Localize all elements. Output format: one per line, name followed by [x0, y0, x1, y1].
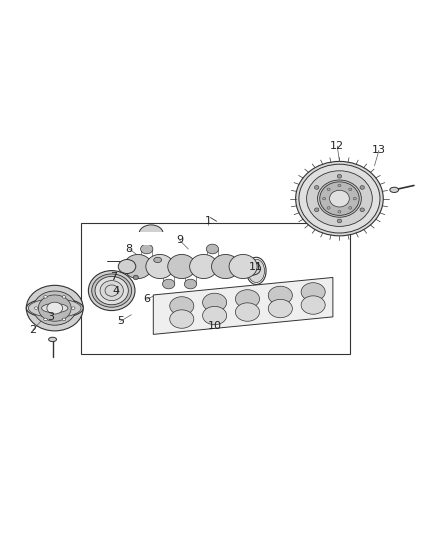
Ellipse shape	[337, 174, 342, 178]
Ellipse shape	[248, 259, 265, 282]
Ellipse shape	[42, 303, 68, 313]
Ellipse shape	[49, 337, 57, 342]
Bar	[138, 232, 164, 245]
Text: 8: 8	[126, 244, 133, 254]
Ellipse shape	[35, 307, 38, 309]
Ellipse shape	[118, 260, 136, 273]
Ellipse shape	[162, 279, 175, 289]
Ellipse shape	[338, 184, 341, 187]
Ellipse shape	[44, 318, 47, 320]
Text: 12: 12	[330, 141, 344, 151]
Ellipse shape	[47, 302, 63, 314]
Ellipse shape	[353, 197, 357, 200]
Ellipse shape	[26, 285, 83, 331]
Ellipse shape	[95, 277, 128, 305]
Ellipse shape	[139, 225, 163, 243]
Text: 3: 3	[47, 312, 54, 322]
Ellipse shape	[170, 297, 194, 315]
Text: 1: 1	[205, 215, 212, 225]
Ellipse shape	[202, 293, 227, 312]
Ellipse shape	[168, 254, 196, 279]
Ellipse shape	[235, 290, 259, 308]
Ellipse shape	[154, 257, 162, 263]
Ellipse shape	[268, 286, 292, 304]
Ellipse shape	[322, 197, 326, 200]
Ellipse shape	[100, 280, 124, 301]
Ellipse shape	[235, 303, 259, 321]
Ellipse shape	[349, 188, 352, 191]
Text: 13: 13	[372, 146, 386, 156]
Ellipse shape	[320, 182, 359, 215]
Ellipse shape	[268, 300, 292, 318]
Text: 11: 11	[249, 262, 263, 271]
Ellipse shape	[314, 208, 319, 212]
Ellipse shape	[360, 185, 364, 189]
Ellipse shape	[44, 296, 47, 298]
Ellipse shape	[184, 279, 197, 289]
Ellipse shape	[390, 187, 399, 192]
Text: 9: 9	[176, 235, 183, 245]
Text: 7: 7	[110, 272, 117, 282]
Ellipse shape	[301, 282, 325, 301]
Ellipse shape	[212, 254, 240, 279]
Ellipse shape	[360, 208, 364, 212]
Ellipse shape	[170, 310, 194, 328]
Ellipse shape	[337, 219, 342, 223]
Ellipse shape	[33, 291, 76, 325]
Text: 5: 5	[117, 316, 124, 326]
Ellipse shape	[314, 185, 319, 189]
Ellipse shape	[39, 295, 71, 321]
Ellipse shape	[338, 211, 341, 213]
Ellipse shape	[327, 188, 330, 191]
Ellipse shape	[202, 306, 227, 325]
Ellipse shape	[301, 296, 325, 314]
Ellipse shape	[62, 318, 66, 320]
Ellipse shape	[133, 275, 138, 280]
Polygon shape	[153, 278, 333, 334]
Ellipse shape	[229, 254, 257, 279]
Ellipse shape	[307, 171, 372, 227]
Ellipse shape	[318, 180, 361, 217]
Ellipse shape	[28, 299, 81, 317]
Ellipse shape	[243, 262, 261, 275]
Ellipse shape	[124, 254, 152, 279]
Text: 10: 10	[208, 321, 222, 330]
Text: 4: 4	[113, 286, 120, 296]
Bar	[81, 223, 350, 354]
Ellipse shape	[26, 298, 83, 318]
Text: 6: 6	[143, 294, 150, 304]
Ellipse shape	[88, 271, 135, 311]
Ellipse shape	[92, 274, 132, 307]
Ellipse shape	[299, 164, 380, 233]
Ellipse shape	[141, 244, 153, 254]
Ellipse shape	[62, 296, 66, 298]
Text: 2: 2	[29, 325, 36, 335]
Ellipse shape	[71, 307, 75, 309]
Ellipse shape	[146, 254, 174, 279]
Ellipse shape	[206, 244, 219, 254]
Ellipse shape	[329, 190, 350, 207]
Ellipse shape	[190, 254, 218, 279]
Ellipse shape	[296, 161, 383, 236]
Ellipse shape	[327, 207, 330, 209]
Ellipse shape	[349, 207, 352, 209]
